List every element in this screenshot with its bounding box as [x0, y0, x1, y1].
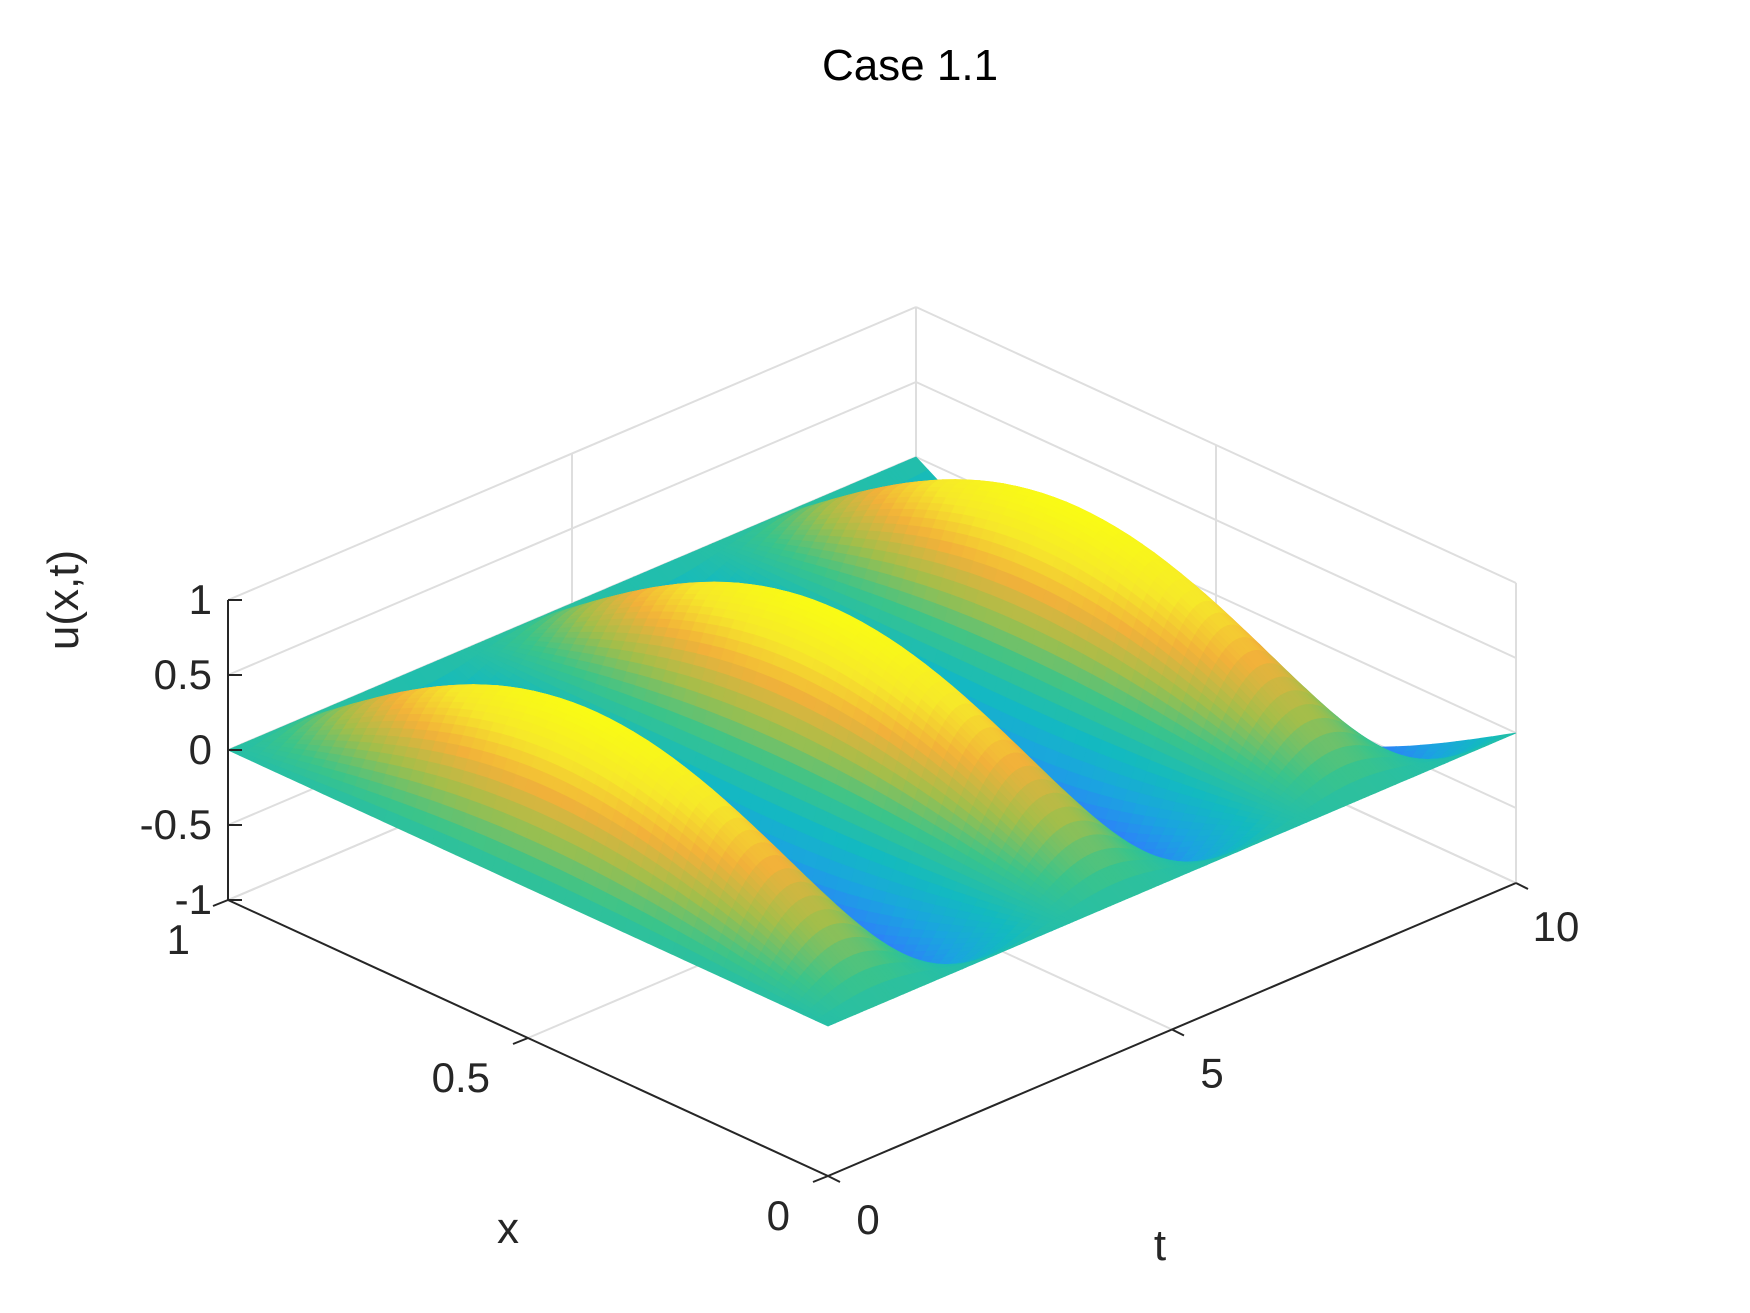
surface-mesh [227, 456, 1517, 1027]
